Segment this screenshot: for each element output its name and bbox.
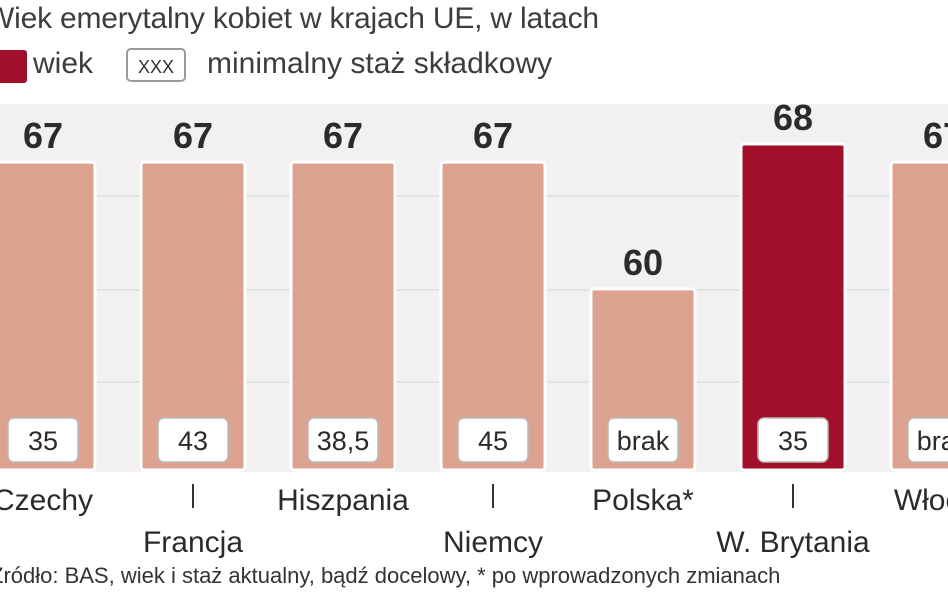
chart-title: Wiek emerytalny kobiet w krajach UE, w l… [0, 2, 599, 35]
category-label: Niemcy [443, 526, 543, 559]
value-label: 67 [923, 115, 948, 156]
source-note: Źródło: BAS, wiek i staż aktualny, bądź … [0, 563, 781, 588]
tenure-label: 45 [478, 426, 508, 456]
bar-czechy [0, 160, 97, 472]
value-label: 67 [173, 115, 213, 156]
tenure-box [307, 417, 379, 463]
value-label: 67 [23, 115, 63, 156]
category-label: Francja [143, 526, 243, 559]
tenure-label: 35 [28, 426, 58, 456]
tenure-box [757, 417, 829, 463]
tenure-box [7, 417, 79, 463]
tenure-label: 35 [778, 426, 808, 456]
legend-swatch-age [0, 50, 27, 83]
bar-niemcy [439, 160, 547, 472]
value-label: 67 [323, 115, 363, 156]
legend: wiek XXX minimalny staż składkowy [0, 44, 690, 84]
bar-francja [139, 160, 247, 472]
value-label: 67 [473, 115, 513, 156]
tenure-label: brak [617, 426, 670, 456]
category-label: Polska* [592, 484, 694, 517]
legend-label-tenure: minimalny staż składkowy [207, 47, 553, 80]
category-label: Czechy [0, 484, 93, 517]
bar-w-ochy [889, 160, 948, 472]
tenure-label: 38,5 [317, 426, 370, 456]
category-label: Włochy [894, 484, 948, 517]
category-label: W. Brytania [716, 526, 870, 559]
bar-hiszpania [289, 160, 397, 472]
tenure-box [607, 417, 679, 463]
value-label: 68 [773, 97, 813, 138]
bar-w-brytania [739, 142, 847, 472]
tenure-box [457, 417, 529, 463]
legend-box-sample: XXX [126, 48, 186, 82]
category-label: Hiszpania [277, 484, 409, 517]
tenure-label: 43 [178, 426, 208, 456]
legend-label-age: wiek [33, 47, 94, 80]
tenure-box [157, 417, 229, 463]
tenure-label: brak [917, 426, 948, 456]
tenure-box [907, 417, 948, 463]
value-label: 60 [623, 242, 663, 283]
